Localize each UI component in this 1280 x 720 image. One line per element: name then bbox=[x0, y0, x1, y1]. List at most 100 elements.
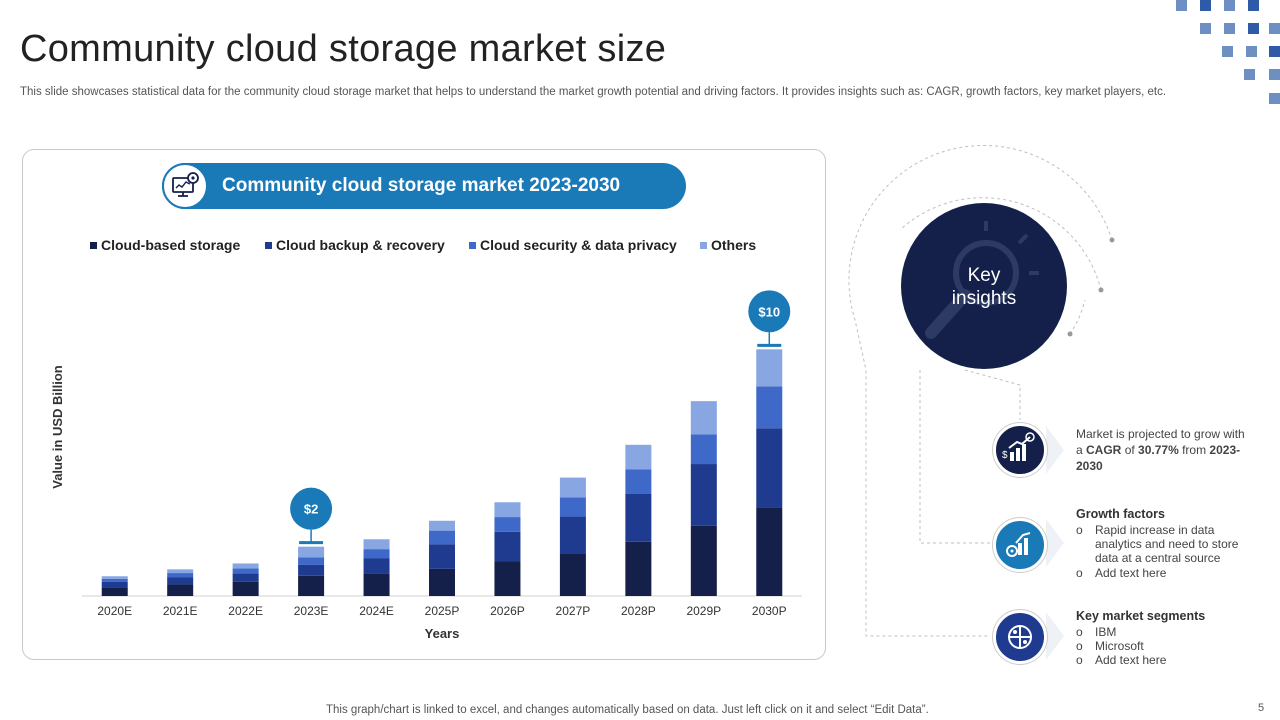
bar-segment bbox=[429, 520, 455, 531]
bar-segment bbox=[363, 539, 390, 550]
key-insights-title: Key insights bbox=[951, 265, 1017, 309]
x-tick-label: 2020E bbox=[97, 604, 132, 618]
bar-segment bbox=[494, 502, 521, 518]
legend-swatch bbox=[469, 242, 476, 249]
x-tick-label: 2023E bbox=[294, 604, 329, 618]
bar-segment bbox=[167, 584, 194, 596]
page-title: Community cloud storage market size bbox=[20, 28, 667, 70]
legend-label: Cloud-based storage bbox=[101, 237, 241, 253]
bar-segment bbox=[559, 497, 586, 517]
bar-segment bbox=[232, 568, 259, 574]
bar-segment bbox=[690, 525, 717, 596]
dollar-growth-chart-icon: $ bbox=[993, 423, 1047, 477]
legend-item-cloud-backup: Cloud backup & recovery bbox=[265, 237, 445, 253]
bar-segment bbox=[494, 517, 521, 532]
bar-segment bbox=[494, 531, 521, 562]
bar-segment bbox=[101, 576, 128, 579]
bar-segment bbox=[167, 569, 194, 574]
bar-segment bbox=[101, 581, 128, 588]
annotation-label: $10 bbox=[758, 304, 780, 319]
bar-segment bbox=[298, 557, 325, 565]
annotation-label: $2 bbox=[304, 502, 318, 517]
key-insights-circle bbox=[901, 203, 1067, 369]
list-item: o IBM bbox=[1076, 625, 1117, 639]
x-tick-label: 2029P bbox=[686, 604, 721, 618]
bar-segment bbox=[690, 464, 717, 526]
chevron-right-icon bbox=[1046, 519, 1064, 567]
bar-segment bbox=[756, 386, 783, 429]
annotation-bubble bbox=[748, 290, 791, 333]
growth-gear-icon bbox=[993, 518, 1047, 572]
y-axis-title: Value in USD Billion bbox=[50, 365, 65, 489]
bar-segment bbox=[429, 568, 455, 596]
chart-title: Community cloud storage market 2023-2030 bbox=[222, 175, 621, 196]
x-tick-label: 2028P bbox=[621, 604, 656, 618]
bar-segment bbox=[232, 581, 259, 596]
bar-segment bbox=[363, 558, 390, 574]
bar-segment bbox=[429, 544, 455, 569]
bar-segment bbox=[232, 563, 259, 569]
bar-segment bbox=[494, 561, 521, 596]
chevron-right-icon bbox=[1046, 612, 1064, 660]
bar-segment bbox=[625, 469, 652, 494]
x-tick-label: 2030P bbox=[752, 604, 787, 618]
bar-segment bbox=[232, 573, 259, 582]
page-number: 5 bbox=[1258, 702, 1265, 714]
legend-item-cloud-based-storage: Cloud-based storage bbox=[90, 237, 240, 253]
bar-segment bbox=[559, 553, 586, 596]
x-tick-label: 2027P bbox=[556, 604, 591, 618]
bar-segment bbox=[101, 587, 128, 596]
legend-label: Cloud backup & recovery bbox=[276, 237, 445, 253]
bar-segment bbox=[625, 541, 652, 596]
footer-note: This graph/chart is linked to excel, and… bbox=[326, 704, 929, 716]
bar-segment bbox=[756, 428, 783, 508]
bar-segment bbox=[167, 573, 194, 578]
bar-segment bbox=[559, 516, 586, 554]
chart-header-banner bbox=[162, 163, 686, 209]
monitor-gear-icon bbox=[162, 163, 208, 209]
list-item: o Microsoft bbox=[1076, 639, 1144, 653]
legend-label: Cloud security & data privacy bbox=[480, 237, 677, 253]
list-item: o Add text here bbox=[1076, 653, 1167, 667]
legend-swatch bbox=[90, 242, 97, 249]
x-tick-label: 2026P bbox=[490, 604, 525, 618]
legend-item-others: Others bbox=[700, 237, 756, 253]
page-subtitle: This slide showcases statistical data fo… bbox=[20, 86, 1167, 98]
chevron-right-icon bbox=[1046, 426, 1064, 474]
bar-segment bbox=[625, 493, 652, 542]
market-segments-icon bbox=[993, 610, 1047, 664]
legend-swatch bbox=[700, 242, 707, 249]
bar-segment bbox=[756, 349, 783, 387]
annotation-bubble bbox=[290, 487, 333, 530]
bar-segment bbox=[298, 564, 325, 576]
magnifier-bulb-icon bbox=[925, 221, 1039, 339]
bar-segment bbox=[559, 477, 586, 498]
bar-segment bbox=[429, 530, 455, 545]
legend-swatch bbox=[265, 242, 272, 249]
legend-label: Others bbox=[711, 237, 757, 253]
bar-segment bbox=[690, 401, 717, 435]
x-tick-label: 2024E bbox=[359, 604, 394, 618]
list-item: o Add text here bbox=[1076, 566, 1167, 580]
bar-segment bbox=[101, 578, 128, 582]
x-axis-title: Years bbox=[425, 626, 460, 641]
svg-text:$: $ bbox=[1002, 450, 1008, 461]
x-tick-label: 2025P bbox=[425, 604, 460, 618]
insight-cagr-text: Market is projected to grow with a CAGR … bbox=[1076, 427, 1245, 473]
x-tick-label: 2022E bbox=[228, 604, 263, 618]
list-item: o Rapid increase in data analytics and ne… bbox=[1076, 523, 1239, 565]
bar-segment bbox=[363, 549, 390, 559]
bar-segment bbox=[756, 507, 783, 596]
x-tick-label: 2021E bbox=[163, 604, 198, 618]
bar-segment bbox=[363, 573, 390, 596]
key-market-segments-heading: Key market segments bbox=[1076, 609, 1206, 623]
legend-item-cloud-security: Cloud security & data privacy bbox=[469, 237, 677, 253]
bar-segment bbox=[625, 444, 652, 470]
bar-segment bbox=[298, 546, 325, 558]
growth-factors-heading: Growth factors bbox=[1076, 507, 1165, 521]
bar-segment bbox=[298, 575, 325, 596]
bar-segment bbox=[690, 434, 717, 465]
bar-segment bbox=[167, 577, 194, 585]
